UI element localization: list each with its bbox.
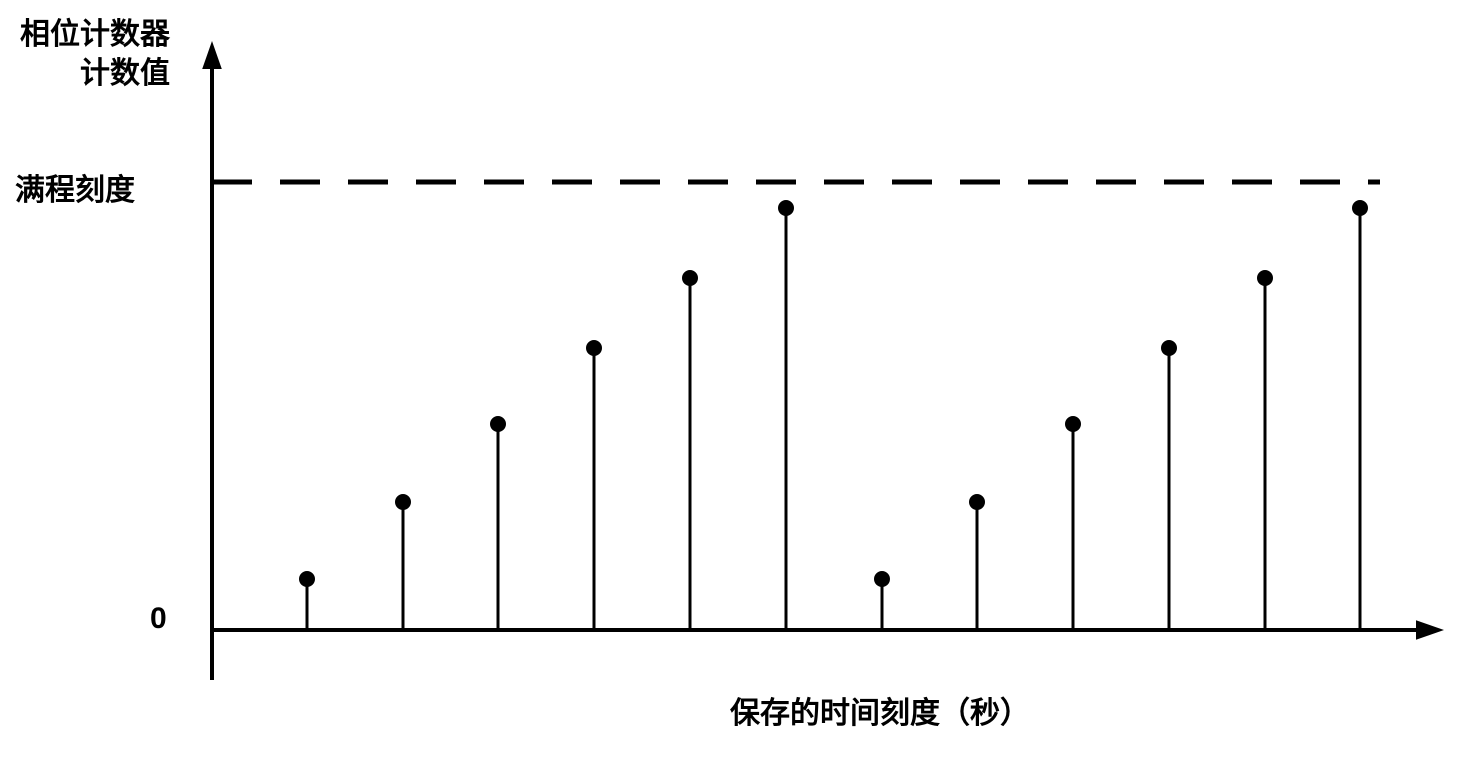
stem-chart: 相位计数器 计数值 满程刻度 0 保存的时间刻度（秒）: [0, 0, 1475, 772]
chart-svg: [0, 0, 1475, 772]
